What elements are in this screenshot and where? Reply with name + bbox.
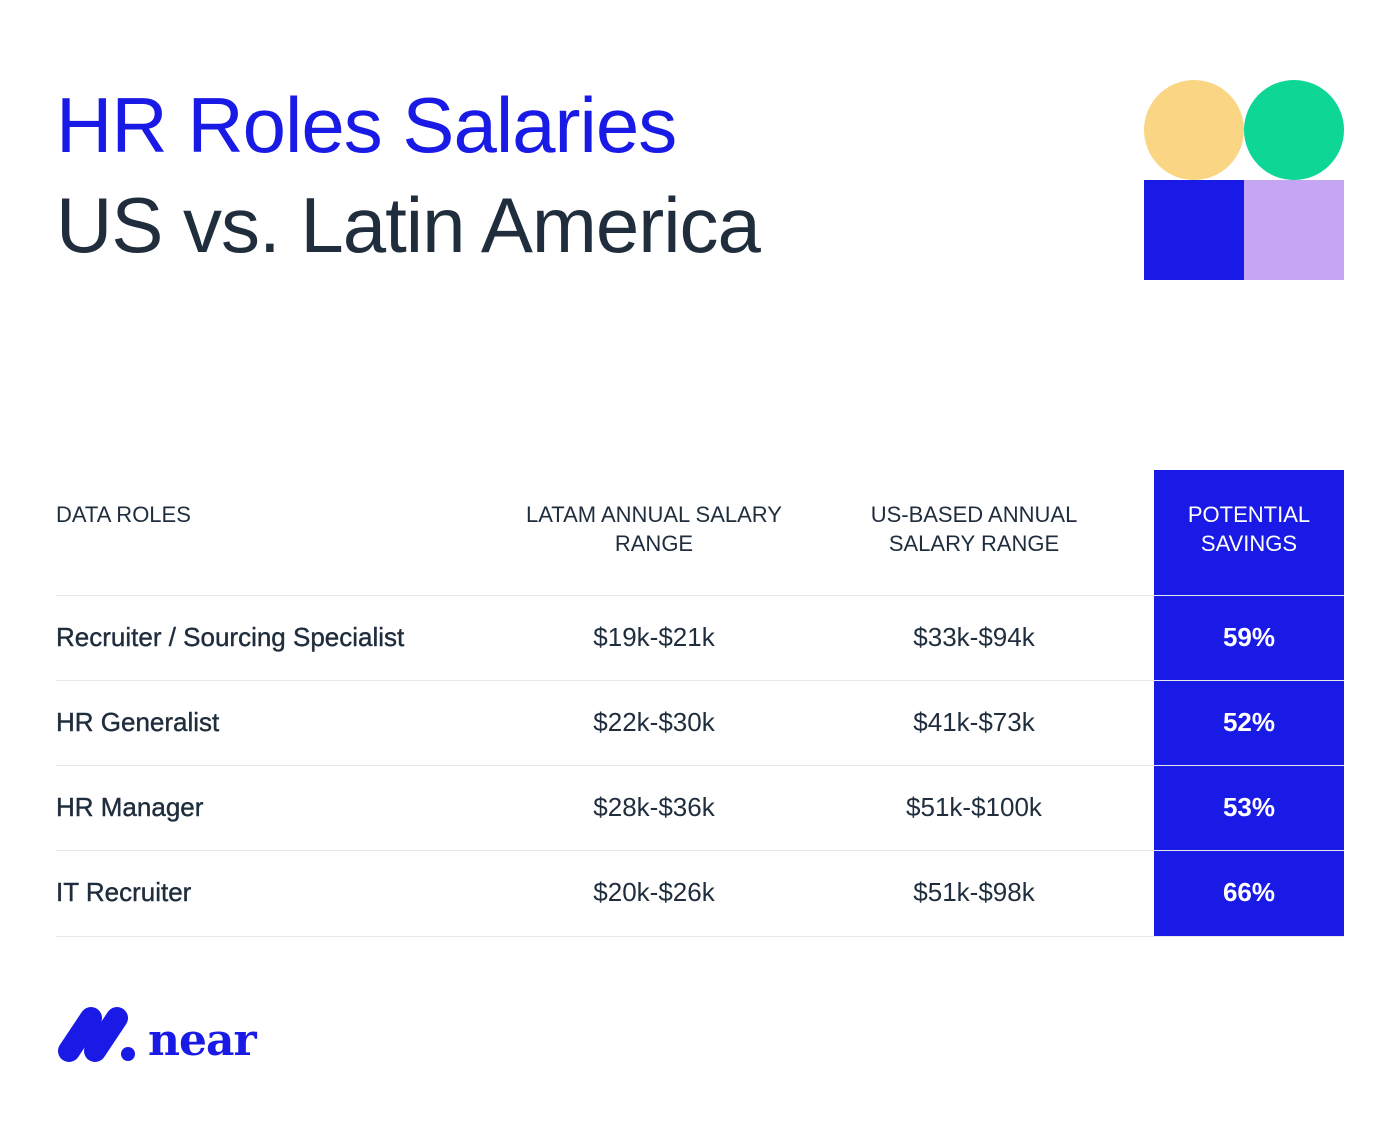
header-roles: DATA ROLES <box>56 500 191 529</box>
table-row: HR Manager $28k-$36k $51k-$100k 53% <box>56 765 1344 851</box>
near-logo-mark-icon <box>58 1007 135 1062</box>
savings-cell: 52% <box>1222 707 1276 737</box>
savings-cell: 66% <box>1222 877 1276 907</box>
header-us: US-BASED ANNUAL SALARY RANGE <box>814 500 1134 558</box>
latam-salary-cell: $20k-$26k <box>593 877 715 907</box>
savings-cell: 59% <box>1222 622 1276 652</box>
role-cell: IT Recruiter <box>56 877 192 907</box>
title-line-1: HR Roles Salaries <box>56 81 677 169</box>
table-row: IT Recruiter $20k-$26k $51k-$98k 66% <box>56 850 1344 937</box>
latam-salary-cell: $19k-$21k <box>593 622 715 652</box>
table-row: Recruiter / Sourcing Specialist $19k-$21… <box>56 595 1344 681</box>
title-line-2: US vs. Latin America <box>56 181 761 269</box>
role-cell: HR Manager <box>56 792 204 822</box>
header-us-line2: SALARY RANGE <box>888 531 1060 556</box>
savings-column-background <box>1154 470 1344 936</box>
header-us-line1: US-BASED ANNUAL <box>870 502 1078 527</box>
blue-square-decoration <box>1144 180 1244 280</box>
header-roles-label: DATA ROLES <box>56 502 191 527</box>
us-salary-cell: $51k-$98k <box>913 877 1035 907</box>
latam-salary-cell: $22k-$30k <box>593 707 715 737</box>
us-salary-cell: $51k-$100k <box>906 792 1042 822</box>
role-cell: HR Generalist <box>56 707 220 737</box>
table-row: HR Generalist $22k-$30k $41k-$73k 52% <box>56 680 1344 766</box>
header-latam: LATAM ANNUAL SALARY RANGE <box>494 500 814 558</box>
near-logo-text: near <box>148 1015 257 1066</box>
header-savings: POTENTIAL SAVINGS <box>1154 500 1344 558</box>
us-salary-cell: $41k-$73k <box>913 707 1035 737</box>
header-latam-line1: LATAM ANNUAL SALARY <box>526 502 782 527</box>
green-circle-decoration <box>1244 80 1344 180</box>
lavender-square-decoration <box>1244 180 1344 280</box>
header-savings-line2: SAVINGS <box>1200 531 1298 556</box>
us-salary-cell: $33k-$94k <box>913 622 1035 652</box>
role-cell: Recruiter / Sourcing Specialist <box>56 622 405 652</box>
latam-salary-cell: $28k-$36k <box>593 792 715 822</box>
header-latam-line2: RANGE <box>614 531 694 556</box>
yellow-circle-decoration <box>1144 80 1244 180</box>
header-savings-line1: POTENTIAL <box>1187 502 1311 527</box>
savings-cell: 53% <box>1222 792 1276 822</box>
